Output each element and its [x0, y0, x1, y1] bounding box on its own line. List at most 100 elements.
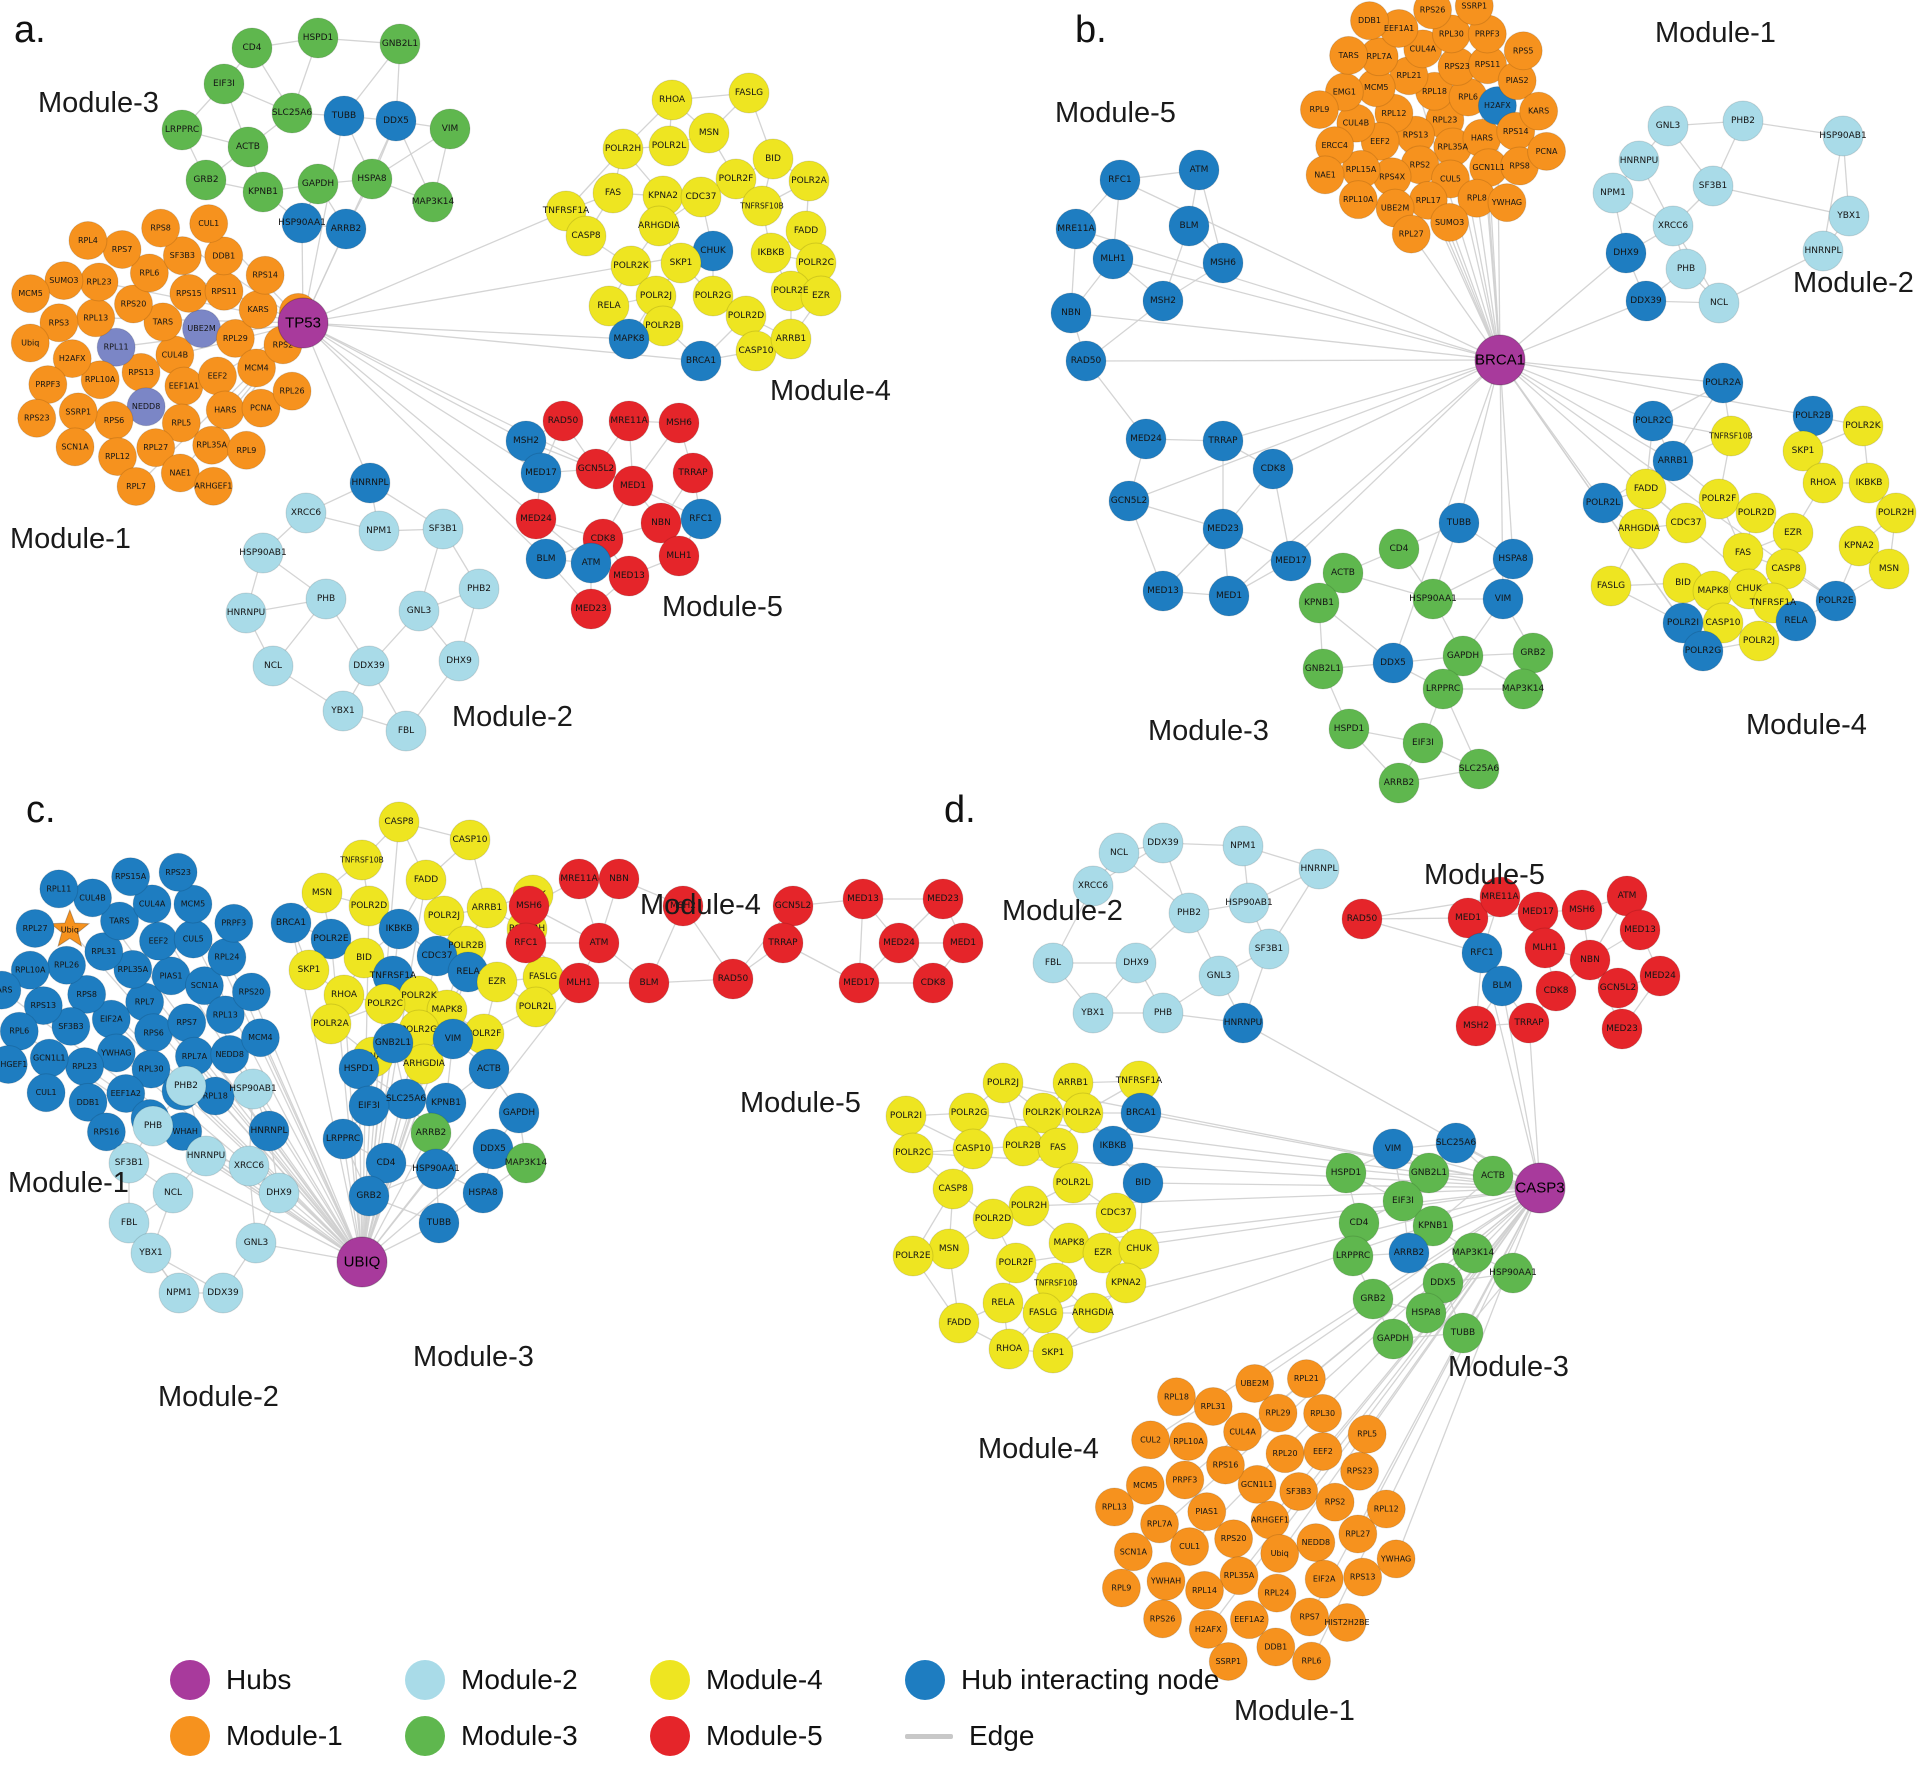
network-node[interactable] [1343, 1557, 1383, 1597]
network-node[interactable] [432, 1018, 474, 1060]
network-node[interactable] [348, 1175, 390, 1217]
network-node[interactable] [1286, 1359, 1326, 1399]
network-node[interactable] [106, 1073, 146, 1113]
network-node[interactable] [449, 819, 491, 861]
network-node[interactable] [1032, 942, 1074, 984]
network-node[interactable] [80, 360, 120, 400]
network-node[interactable] [505, 1142, 547, 1184]
network-node[interactable] [1782, 430, 1824, 472]
network-node[interactable] [1527, 131, 1567, 171]
network-node[interactable] [173, 919, 213, 959]
network-node[interactable] [169, 273, 209, 313]
network-node[interactable] [28, 365, 68, 405]
network-node[interactable] [1535, 970, 1577, 1012]
network-node[interactable] [741, 185, 783, 227]
network-node[interactable] [1412, 578, 1454, 620]
network-node[interactable] [322, 1118, 364, 1160]
network-node[interactable] [1222, 1002, 1264, 1044]
hub-node[interactable]: CASP3 [1514, 1162, 1566, 1214]
network-node[interactable] [182, 309, 222, 349]
network-node[interactable] [750, 232, 792, 274]
network-node[interactable] [1775, 600, 1817, 642]
network-node[interactable] [348, 885, 390, 927]
network-node[interactable] [113, 949, 153, 989]
network-node[interactable] [608, 555, 650, 597]
network-node[interactable] [185, 1135, 227, 1177]
network-node[interactable] [1632, 400, 1674, 442]
network-node[interactable] [648, 125, 690, 167]
network-node[interactable] [167, 1003, 207, 1043]
network-node[interactable] [715, 158, 757, 200]
network-node[interactable] [232, 1068, 274, 1110]
network-node[interactable] [343, 937, 385, 979]
network-node[interactable] [1168, 1421, 1208, 1461]
network-node[interactable] [725, 295, 767, 337]
network-node[interactable] [558, 962, 600, 1004]
network-node[interactable] [1378, 528, 1420, 570]
network-node[interactable] [1002, 1125, 1044, 1167]
network-node[interactable] [772, 885, 814, 927]
network-node[interactable] [189, 204, 229, 244]
network-node[interactable] [1698, 282, 1740, 324]
hub-node[interactable]: BRCA1 [1474, 334, 1526, 386]
network-node[interactable] [349, 462, 391, 504]
network-node[interactable] [1492, 1252, 1534, 1294]
network-node[interactable] [1735, 492, 1777, 534]
network-node[interactable] [1142, 280, 1184, 322]
network-node[interactable] [558, 858, 600, 900]
network-node[interactable] [1260, 1534, 1300, 1574]
network-node[interactable] [158, 852, 198, 892]
network-node[interactable] [1402, 722, 1444, 764]
network-node[interactable] [338, 1048, 380, 1090]
network-node[interactable] [68, 1082, 108, 1122]
network-node[interactable] [1665, 502, 1707, 544]
network-node[interactable] [892, 1235, 934, 1277]
network-node[interactable] [628, 962, 670, 1004]
network-node[interactable] [1265, 1434, 1305, 1474]
network-node[interactable] [185, 159, 227, 201]
network-node[interactable] [688, 112, 730, 154]
network-node[interactable] [0, 970, 22, 1010]
network-node[interactable] [1055, 208, 1097, 250]
network-node[interactable] [422, 508, 464, 550]
network-node[interactable] [1304, 1559, 1344, 1599]
network-node[interactable] [1143, 1599, 1183, 1639]
network-node[interactable] [1682, 630, 1724, 672]
network-node[interactable] [258, 1172, 300, 1214]
network-node[interactable] [565, 215, 607, 257]
network-node[interactable] [885, 1095, 927, 1137]
network-node[interactable] [1340, 1451, 1380, 1491]
network-node[interactable] [1408, 1152, 1450, 1194]
network-node[interactable] [770, 318, 812, 360]
network-node[interactable] [1590, 565, 1632, 607]
network-node[interactable] [297, 163, 339, 205]
network-node[interactable] [385, 1078, 427, 1120]
network-node[interactable] [1327, 1602, 1367, 1642]
network-node[interactable] [1329, 35, 1369, 75]
network-node[interactable] [207, 937, 247, 977]
network-node[interactable] [1479, 876, 1521, 918]
network-node[interactable] [242, 171, 284, 213]
network-node[interactable] [680, 176, 722, 218]
network-node[interactable] [1722, 100, 1764, 142]
network-node[interactable] [323, 95, 365, 137]
network-node[interactable] [418, 1202, 460, 1244]
network-node[interactable] [1098, 832, 1140, 874]
network-node[interactable] [1270, 540, 1312, 582]
network-node[interactable] [160, 453, 200, 493]
network-node[interactable] [608, 400, 650, 442]
network-node[interactable] [1237, 1464, 1277, 1504]
network-node[interactable] [1582, 482, 1624, 524]
network-node[interactable] [1472, 1155, 1514, 1197]
network-node[interactable] [1299, 90, 1339, 130]
network-node[interactable] [1142, 822, 1184, 864]
network-node[interactable] [1561, 889, 1603, 931]
network-node[interactable] [1113, 1532, 1153, 1572]
network-node[interactable] [1108, 480, 1150, 522]
network-node[interactable] [202, 1272, 244, 1314]
network-node[interactable] [1062, 1092, 1104, 1134]
network-node[interactable] [237, 348, 277, 388]
network-node[interactable] [728, 72, 770, 114]
network-node[interactable] [228, 1145, 270, 1187]
network-node[interactable] [1454, 0, 1494, 26]
